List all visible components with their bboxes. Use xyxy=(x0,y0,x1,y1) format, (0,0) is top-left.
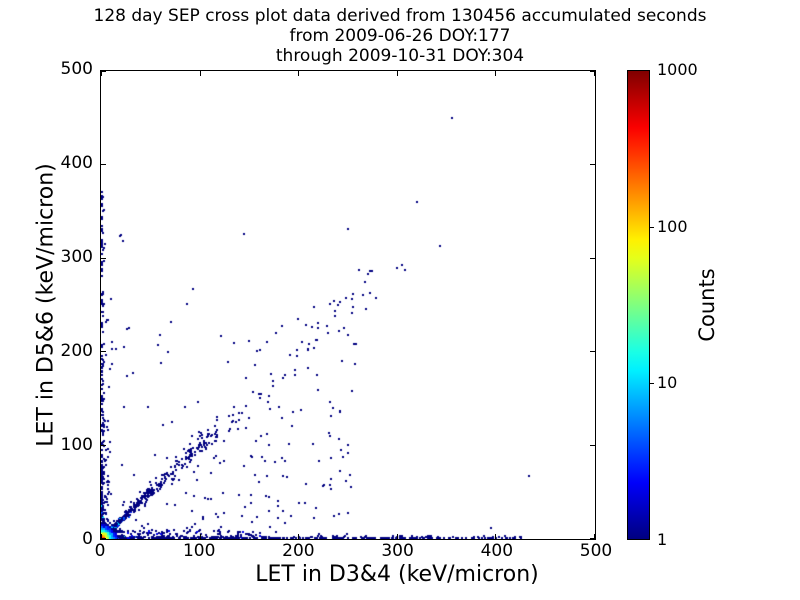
y-axis-label: LET in D5&6 (keV/micron) xyxy=(33,163,59,447)
x-tick-mark xyxy=(495,534,497,539)
y-tick-mark xyxy=(101,257,106,259)
colorbar xyxy=(627,70,650,540)
x-tick-mark-top xyxy=(594,71,595,76)
x-tick-mark-top xyxy=(101,71,102,76)
x-tick-label: 500 xyxy=(579,541,613,561)
y-tick-mark-right xyxy=(590,164,595,166)
colorbar-tick-mark xyxy=(650,383,654,385)
x-tick-mark xyxy=(298,534,300,539)
plot-area xyxy=(100,70,596,540)
y-tick-label: 300 xyxy=(60,247,93,267)
x-tick-mark xyxy=(199,534,201,539)
x-tick-mark-top xyxy=(495,71,497,76)
x-tick-label: 0 xyxy=(94,541,106,561)
y-tick-mark xyxy=(101,444,106,446)
colorbar-tick-label: 1 xyxy=(657,530,668,549)
y-tick-label: 0 xyxy=(82,529,93,549)
y-tick-mark-right xyxy=(590,444,595,446)
x-tick-mark-top xyxy=(396,71,398,76)
colorbar-tick-label: 1000 xyxy=(657,60,698,79)
x-tick-mark xyxy=(396,534,398,539)
y-tick-mark xyxy=(101,538,106,539)
y-tick-mark xyxy=(101,351,106,353)
x-axis-label: LET in D3&4 (keV/micron) xyxy=(255,562,539,587)
x-tick-label: 100 xyxy=(182,541,216,561)
x-tick-label: 400 xyxy=(480,541,514,561)
x-tick-mark-top xyxy=(199,71,201,76)
y-tick-mark xyxy=(101,71,106,72)
chart-title: 128 day SEP cross plot data derived from… xyxy=(0,6,800,66)
y-tick-mark-right xyxy=(590,538,595,539)
title-line-2: from 2009-06-26 DOY:177 xyxy=(289,26,511,46)
colorbar-tick-label: 100 xyxy=(657,216,688,236)
y-tick-label: 500 xyxy=(60,59,93,79)
x-tick-label: 300 xyxy=(381,541,414,561)
title-line-1: 128 day SEP cross plot data derived from… xyxy=(93,6,707,26)
y-tick-label: 200 xyxy=(60,341,93,361)
x-tick-mark-top xyxy=(298,71,300,76)
y-tick-mark-right xyxy=(590,351,595,353)
colorbar-tick-label: 10 xyxy=(657,373,678,393)
x-tick-mark xyxy=(594,534,595,539)
x-tick-label: 200 xyxy=(282,541,315,561)
x-tick-mark xyxy=(101,534,102,539)
y-tick-label: 100 xyxy=(60,435,93,455)
y-tick-label: 400 xyxy=(60,153,93,173)
scatter-canvas xyxy=(101,71,595,539)
title-line-3: through 2009-10-31 DOY:304 xyxy=(275,46,525,66)
colorbar-tick-mark xyxy=(650,226,654,228)
y-tick-mark-right xyxy=(590,71,595,72)
colorbar-label: Counts xyxy=(695,268,719,342)
y-tick-mark-right xyxy=(590,257,595,259)
colorbar-gradient xyxy=(628,71,649,539)
y-tick-mark xyxy=(101,164,106,166)
